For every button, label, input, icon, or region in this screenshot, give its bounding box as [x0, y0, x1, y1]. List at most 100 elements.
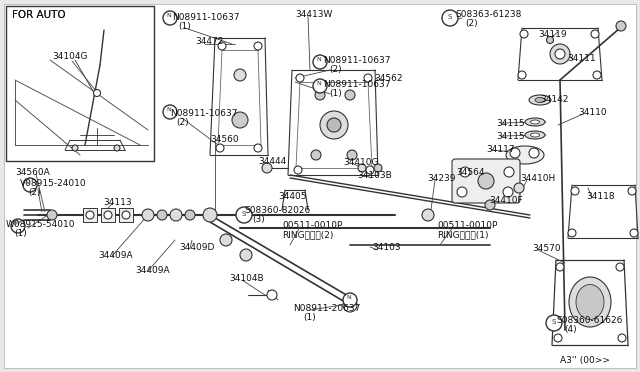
Circle shape — [170, 209, 182, 221]
Text: S08363-61238: S08363-61238 — [455, 10, 522, 19]
Text: 34410G: 34410G — [343, 158, 378, 167]
Circle shape — [142, 209, 154, 221]
Text: 34115: 34115 — [496, 119, 525, 128]
Bar — [101, 208, 115, 222]
Circle shape — [11, 219, 25, 233]
Text: 34103B: 34103B — [357, 171, 392, 180]
Circle shape — [510, 148, 520, 158]
Circle shape — [345, 90, 355, 100]
Bar — [6, 6, 154, 161]
Circle shape — [347, 150, 357, 160]
Bar — [83, 208, 97, 222]
Circle shape — [47, 210, 57, 220]
Circle shape — [254, 42, 262, 50]
Ellipse shape — [569, 277, 611, 327]
Circle shape — [442, 10, 458, 26]
Circle shape — [163, 11, 177, 25]
Text: A3'' (00>>: A3'' (00>> — [560, 356, 610, 365]
Text: 34111: 34111 — [567, 54, 596, 63]
Circle shape — [86, 211, 94, 219]
Circle shape — [485, 200, 495, 210]
Circle shape — [568, 229, 576, 237]
Circle shape — [267, 290, 277, 300]
Circle shape — [296, 74, 304, 82]
Circle shape — [358, 164, 366, 172]
Circle shape — [593, 71, 601, 79]
Circle shape — [374, 164, 382, 172]
Circle shape — [93, 90, 100, 96]
Circle shape — [366, 166, 374, 174]
Text: N: N — [346, 295, 351, 300]
Text: 34410F: 34410F — [489, 196, 523, 205]
Circle shape — [104, 211, 112, 219]
Text: 00511-0010P: 00511-0010P — [282, 221, 342, 230]
Text: 34104G: 34104G — [52, 52, 88, 61]
Text: 34409A: 34409A — [135, 266, 170, 275]
Circle shape — [163, 105, 177, 119]
Text: S08360-61626: S08360-61626 — [556, 316, 622, 325]
Text: W08915-54010: W08915-54010 — [6, 220, 76, 229]
Text: N: N — [166, 13, 171, 18]
Circle shape — [616, 263, 624, 271]
Circle shape — [571, 187, 579, 195]
Text: 34444: 34444 — [258, 157, 286, 166]
Text: (1): (1) — [178, 22, 191, 31]
Circle shape — [216, 144, 224, 152]
Circle shape — [554, 334, 562, 342]
Circle shape — [460, 167, 470, 177]
Circle shape — [457, 187, 467, 197]
Circle shape — [546, 315, 562, 331]
Circle shape — [232, 112, 248, 128]
Text: 34103: 34103 — [372, 243, 401, 252]
Text: 34113: 34113 — [103, 198, 132, 207]
Circle shape — [591, 30, 599, 38]
Text: FOR AUTO: FOR AUTO — [12, 10, 66, 20]
Circle shape — [514, 183, 524, 193]
Text: (1): (1) — [329, 89, 342, 98]
Circle shape — [520, 30, 528, 38]
Text: V: V — [26, 180, 30, 185]
Text: (4): (4) — [564, 325, 577, 334]
Circle shape — [313, 79, 327, 93]
Text: V08915-24010: V08915-24010 — [20, 179, 86, 188]
Ellipse shape — [525, 131, 545, 139]
Circle shape — [547, 36, 554, 44]
Text: 34562: 34562 — [374, 74, 403, 83]
Text: N08911-10637: N08911-10637 — [323, 80, 390, 89]
Circle shape — [240, 249, 252, 261]
Circle shape — [315, 90, 325, 100]
Circle shape — [294, 166, 302, 174]
Circle shape — [157, 210, 167, 220]
Circle shape — [220, 234, 232, 246]
Ellipse shape — [529, 95, 551, 105]
Text: N08911-10637: N08911-10637 — [172, 13, 239, 22]
Text: N: N — [316, 81, 321, 86]
Text: S: S — [447, 14, 451, 20]
Text: 34405: 34405 — [278, 192, 307, 201]
Text: RINGリング(2): RINGリング(2) — [282, 230, 333, 239]
Circle shape — [555, 49, 565, 59]
Circle shape — [254, 144, 262, 152]
Circle shape — [313, 55, 327, 69]
Text: S: S — [551, 319, 556, 325]
Text: 34119: 34119 — [538, 30, 566, 39]
Text: N: N — [316, 57, 321, 62]
Circle shape — [343, 293, 357, 307]
Circle shape — [556, 263, 564, 271]
Circle shape — [327, 118, 341, 132]
Ellipse shape — [531, 133, 540, 137]
Text: 34560A: 34560A — [15, 168, 50, 177]
FancyBboxPatch shape — [452, 159, 520, 203]
Circle shape — [114, 145, 120, 151]
Circle shape — [185, 210, 195, 220]
Text: (2): (2) — [176, 118, 189, 127]
Text: N08911-20637: N08911-20637 — [293, 304, 360, 313]
Circle shape — [203, 208, 217, 222]
Text: 34104B: 34104B — [229, 274, 264, 283]
Circle shape — [311, 150, 321, 160]
Text: 34570: 34570 — [532, 244, 561, 253]
Text: 34564: 34564 — [456, 168, 484, 177]
Text: (2): (2) — [329, 65, 342, 74]
Bar — [119, 208, 133, 222]
Circle shape — [364, 74, 372, 82]
